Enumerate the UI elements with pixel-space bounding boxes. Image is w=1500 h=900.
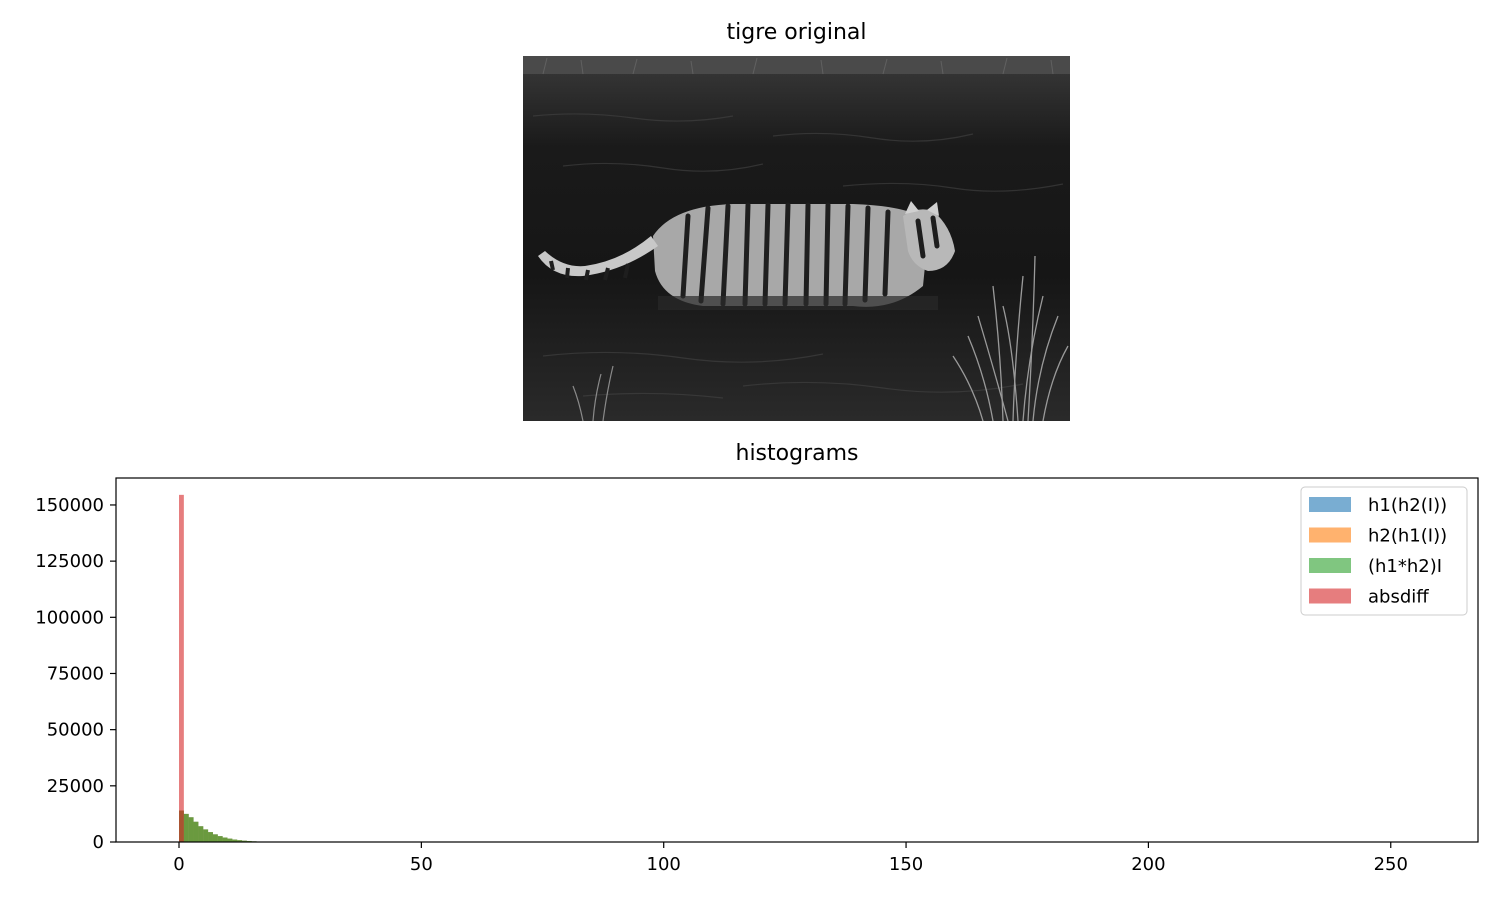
legend-label: (h1*h2)I xyxy=(1368,556,1442,577)
legend-swatch xyxy=(1309,497,1351,512)
bar--h1-h2-i-9 xyxy=(222,837,228,842)
legend-label: h2(h1(I)) xyxy=(1368,526,1447,547)
legend-label: h1(h2(I)) xyxy=(1368,495,1447,516)
y-tick-label: 75000 xyxy=(47,663,104,684)
bar--h1-h2-i-1 xyxy=(183,813,189,842)
y-tick-label: 50000 xyxy=(47,720,104,741)
y-tick-label: 125000 xyxy=(35,551,104,572)
x-axis-ticks: 0 50 100 150 200 250 xyxy=(173,842,1408,875)
tiger-photo-drawing xyxy=(523,56,1070,422)
chart-title: histograms xyxy=(735,441,859,466)
image-title: tigre original xyxy=(726,20,867,45)
legend-label: absdiff xyxy=(1368,587,1429,608)
bar--h1-h2-i-5 xyxy=(203,829,209,842)
y-tick-label: 0 xyxy=(93,832,104,853)
x-tick-label: 50 xyxy=(410,854,433,875)
bar--h1-h2-i-3 xyxy=(193,821,199,842)
x-tick-label: 250 xyxy=(1374,854,1408,875)
legend-swatch xyxy=(1309,588,1351,604)
x-tick-label: 100 xyxy=(647,854,681,875)
bar--h1-h2-i-11 xyxy=(232,839,238,842)
bar--h1-h2-i-12 xyxy=(237,840,243,842)
y-tick-label: 150000 xyxy=(35,495,104,516)
legend-swatch xyxy=(1309,558,1351,573)
plot-frame xyxy=(115,477,1479,843)
y-axis-ticks: 0 25000 50000 75000 100000 125000 150000 xyxy=(35,495,116,853)
legend-box xyxy=(1300,486,1468,616)
bar--h1-h2-i-8 xyxy=(217,836,223,842)
x-tick-label: 0 xyxy=(173,854,184,875)
y-tick-label: 100000 xyxy=(35,607,104,628)
x-tick-label: 150 xyxy=(889,854,923,875)
tiger-photo xyxy=(523,56,1070,422)
legend-swatch xyxy=(1309,527,1351,543)
bar-absdiff-0 xyxy=(179,494,184,842)
bar--h1-h2-i-4 xyxy=(198,826,204,842)
bar--h1-h2-i-7 xyxy=(212,834,218,842)
bar--h1-h2-i-2 xyxy=(188,817,194,842)
bar--h1-h2-i-10 xyxy=(227,838,233,842)
bar--h1-h2-i-6 xyxy=(208,832,213,842)
tiger-figure xyxy=(538,201,955,307)
x-tick-label: 200 xyxy=(1131,854,1165,875)
bars-layer xyxy=(179,494,257,842)
bar--h1-h2-i-13 xyxy=(242,840,247,842)
y-tick-label: 25000 xyxy=(47,776,104,797)
legend: h1(h2(I)) h2(h1(I)) (h1*h2)I absdiff xyxy=(1300,486,1468,616)
